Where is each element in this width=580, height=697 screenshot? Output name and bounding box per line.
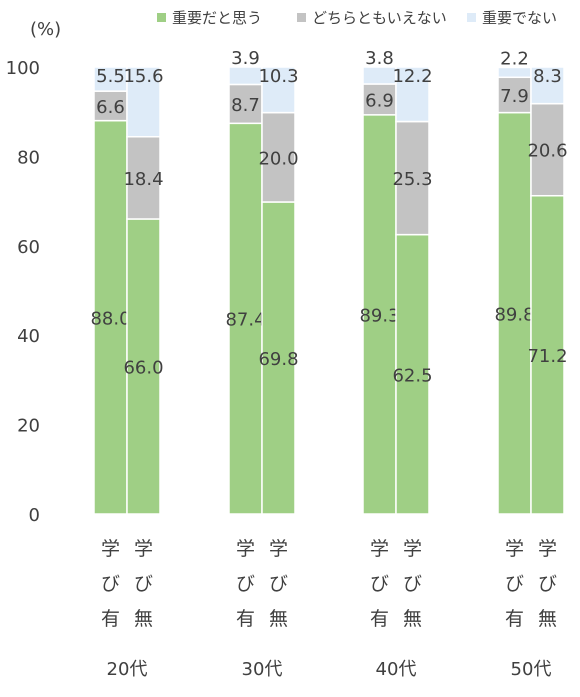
bar-segment	[497, 111, 532, 515]
bar-segment	[228, 122, 263, 515]
bar-segment	[362, 114, 397, 515]
data-label: 3.8	[365, 48, 394, 69]
legend-label: 重要でない	[482, 9, 557, 27]
data-label: 15.6	[123, 66, 163, 87]
bar-segment	[126, 66, 161, 138]
bar-category-char: 有	[101, 608, 120, 630]
data-label: 62.5	[392, 365, 432, 386]
y-tick-label: 40	[17, 326, 40, 347]
bar-category-char: 学	[101, 538, 120, 560]
data-label: 69.8	[258, 349, 298, 370]
data-label: 7.9	[500, 86, 529, 107]
bar-category-char: び	[236, 573, 255, 595]
legend-swatch	[297, 13, 306, 22]
legend-label: どちらともいえない	[312, 9, 447, 27]
data-label: 8.7	[231, 95, 260, 116]
bar-category-char: 無	[269, 608, 288, 630]
bar-segment	[395, 120, 430, 236]
bar-segment	[261, 111, 296, 203]
y-tick-label: 60	[17, 237, 40, 258]
bar-category-char: 学	[269, 538, 288, 560]
bar-segment	[362, 66, 397, 85]
data-label: 89.3	[359, 305, 399, 326]
bar-segment	[228, 83, 263, 125]
y-tick-label: 20	[17, 416, 40, 437]
bar-category-char: び	[134, 573, 153, 595]
bar-category-char: 無	[134, 608, 153, 630]
bar-category-char: び	[101, 573, 120, 595]
bar-category-char: び	[505, 573, 524, 595]
y-tick-label: 100	[6, 58, 40, 79]
bar-category-char: び	[370, 573, 389, 595]
bar-segment	[261, 66, 296, 114]
data-label: 6.9	[365, 90, 394, 111]
bar-category-char: 有	[505, 608, 524, 630]
bar-category-char: び	[538, 573, 557, 595]
data-label: 25.3	[392, 169, 432, 190]
bar-segment	[530, 66, 565, 105]
y-tick-label: 0	[29, 505, 40, 526]
data-label: 12.2	[392, 66, 432, 87]
bar-category-char: び	[269, 573, 288, 595]
data-label: 8.3	[533, 66, 562, 87]
data-label: 5.5	[96, 66, 125, 87]
bar-category-char: 学	[236, 538, 255, 560]
bar-category-char: 学	[134, 538, 153, 560]
bar-segment	[126, 135, 161, 220]
bar-segment	[261, 201, 296, 515]
bar-category-char: 無	[403, 608, 422, 630]
bar-category-char: 学	[403, 538, 422, 560]
data-label: 20.0	[258, 148, 298, 169]
data-label: 3.9	[231, 48, 260, 69]
bar-category-char: 有	[370, 608, 389, 630]
data-label: 88.0	[90, 308, 130, 329]
bar-segment	[395, 66, 430, 123]
data-label: 2.2	[500, 48, 529, 69]
bar-segment	[93, 66, 128, 92]
group-label: 40代	[376, 659, 417, 680]
bar-category-char: 学	[505, 538, 524, 560]
y-tick-label: 80	[17, 147, 40, 168]
bar-segment	[362, 83, 397, 116]
data-label: 18.4	[123, 169, 163, 190]
data-label: 20.6	[527, 141, 567, 162]
group-label: 20代	[107, 659, 148, 680]
legend-swatch	[157, 13, 166, 22]
group-label: 50代	[511, 659, 552, 680]
y-axis-unit-label: (%)	[30, 19, 61, 40]
bar-category-char: 無	[538, 608, 557, 630]
data-label: 66.0	[123, 357, 163, 378]
bar-segment	[93, 119, 128, 515]
data-label: 10.3	[258, 66, 298, 87]
data-label: 6.6	[96, 97, 125, 118]
data-label: 89.8	[494, 304, 534, 325]
bar-category-char: び	[403, 573, 422, 595]
bar-segment	[530, 102, 565, 197]
legend-swatch	[467, 13, 476, 22]
bar-segment	[126, 218, 161, 515]
bar-category-char: 学	[538, 538, 557, 560]
bar-category-char: 有	[236, 608, 255, 630]
bar-segment	[93, 90, 128, 122]
bar-segment	[228, 66, 263, 86]
data-label: 87.4	[225, 310, 265, 331]
bar-category-char: 学	[370, 538, 389, 560]
group-label: 30代	[242, 659, 283, 680]
legend-label: 重要だと思う	[172, 9, 262, 27]
data-label: 71.2	[527, 346, 567, 367]
